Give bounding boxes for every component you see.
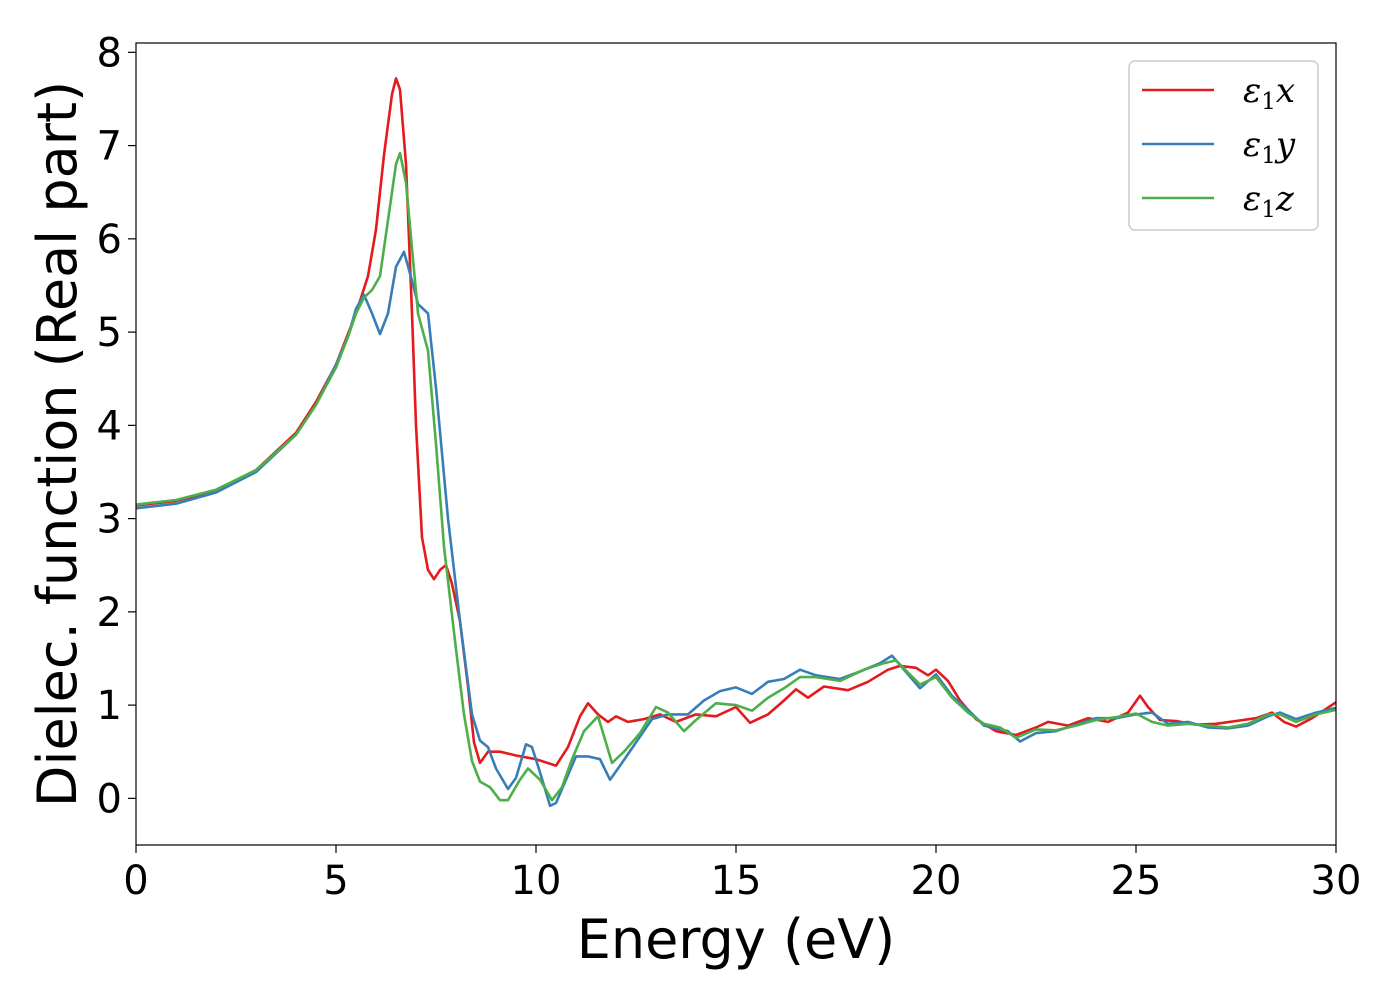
x-tick-label: 20 — [911, 858, 962, 904]
legend-label-y: ε1y — [1243, 125, 1296, 169]
y-axis-ticks: 0 1 2 3 4 5 6 7 8 — [97, 30, 136, 822]
legend-box — [1128, 60, 1319, 231]
x-axis-ticks: 0 5 10 15 20 25 30 — [123, 845, 1361, 904]
legend-label-x: ε1x — [1243, 71, 1295, 115]
y-tick-label: 6 — [97, 217, 122, 263]
series-line-y — [135, 250, 1337, 808]
legend-label-z: ε1z — [1243, 179, 1295, 223]
x-tick-label: 30 — [1311, 858, 1362, 904]
x-tick-label: 5 — [323, 858, 348, 904]
legend: ε1x ε1y ε1z — [1128, 60, 1319, 231]
y-tick-label: 8 — [97, 30, 122, 76]
y-tick-label: 5 — [97, 310, 122, 356]
x-axis-title: Energy (eV) — [577, 908, 896, 971]
y-tick-label: 1 — [97, 683, 122, 729]
y-axis-title: Dielec. function (Real part) — [26, 81, 89, 807]
x-tick-label: 0 — [123, 858, 148, 904]
y-tick-label: 0 — [97, 776, 122, 822]
series-line-z — [135, 151, 1337, 802]
x-tick-label: 15 — [711, 858, 762, 904]
y-tick-label: 7 — [97, 124, 122, 170]
y-tick-label: 3 — [97, 497, 122, 543]
series-lines — [135, 77, 1337, 808]
y-tick-label: 4 — [97, 403, 122, 449]
x-tick-label: 25 — [1111, 858, 1162, 904]
legend-entries: ε1x ε1y ε1z — [1142, 71, 1296, 223]
x-tick-label: 10 — [511, 858, 562, 904]
y-tick-label: 2 — [97, 590, 122, 636]
